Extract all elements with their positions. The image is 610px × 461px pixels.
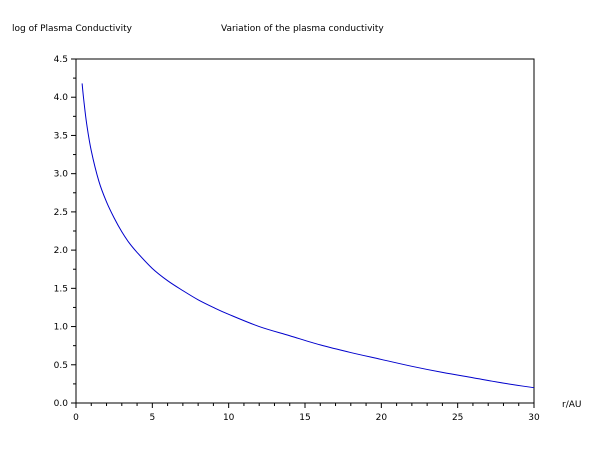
- x-axis-label: r/AU: [562, 400, 581, 410]
- y-axis-label: log of Plasma Conductivity: [12, 24, 133, 34]
- y-tick-label: 0.5: [54, 361, 68, 371]
- x-tick-label: 15: [299, 413, 310, 423]
- y-tick-label: 1.5: [54, 284, 68, 294]
- x-tick-label: 25: [452, 413, 463, 423]
- y-tick-label: 3.0: [54, 170, 69, 180]
- y-tick-label: 4.0: [54, 93, 69, 103]
- y-tick-label: 4.5: [54, 55, 68, 65]
- y-tick-label: 2.0: [54, 246, 69, 256]
- chart-title: Variation of the plasma conductivity: [221, 24, 384, 34]
- y-tick-label: 2.5: [54, 208, 68, 218]
- series-line: [81, 83, 535, 389]
- y-tick-label: 3.5: [54, 131, 68, 141]
- x-tick-label: 30: [528, 413, 540, 423]
- x-tick-label: 10: [223, 413, 235, 423]
- x-tick-label: 20: [376, 413, 388, 423]
- y-tick-label: 1.0: [54, 323, 69, 333]
- plot-frame: [75, 58, 535, 404]
- series-layer: [81, 83, 535, 389]
- x-tick-label: 0: [73, 413, 79, 423]
- x-tick-label: 5: [149, 413, 155, 423]
- y-tick-label: 0.0: [54, 399, 69, 409]
- axis-ticks: 0 5 10 15 20 25 30 0.0 0.5 1.0 1.5 2.0 2.5 3.0 3.5 4.0 4…: [54, 55, 540, 423]
